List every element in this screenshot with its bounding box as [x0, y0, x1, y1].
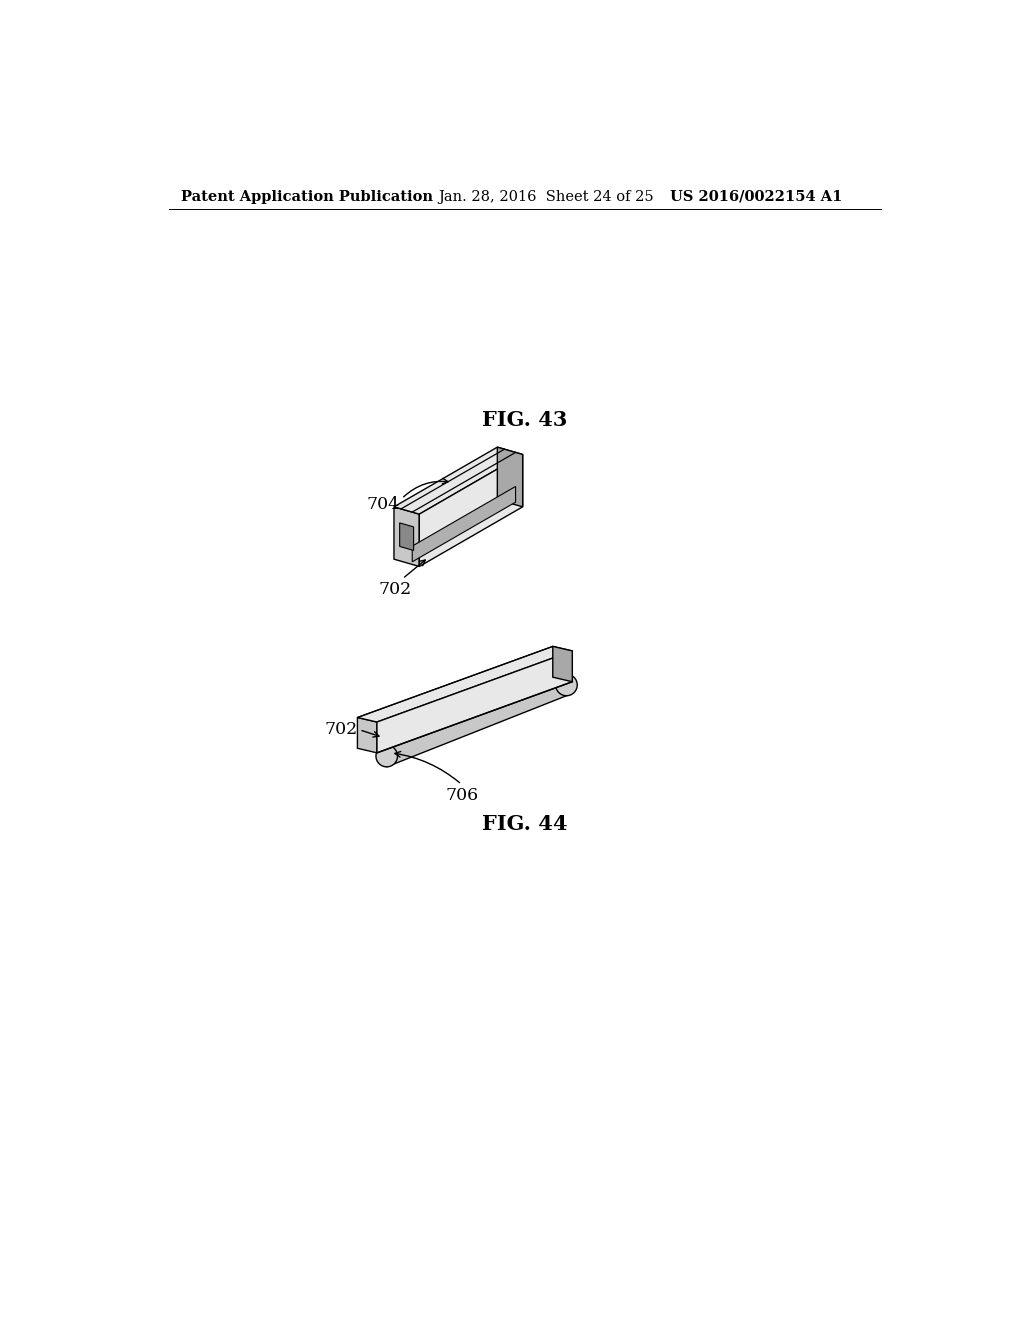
Polygon shape	[387, 675, 566, 767]
Text: 706: 706	[445, 787, 478, 804]
Polygon shape	[553, 647, 572, 681]
Text: Jan. 28, 2016  Sheet 24 of 25: Jan. 28, 2016 Sheet 24 of 25	[438, 190, 654, 203]
Text: 704: 704	[367, 496, 400, 513]
Polygon shape	[394, 507, 419, 566]
Polygon shape	[357, 718, 377, 752]
Polygon shape	[377, 651, 572, 752]
Text: FIG. 44: FIG. 44	[482, 814, 567, 834]
Text: 702: 702	[378, 581, 412, 598]
Text: Patent Application Publication: Patent Application Publication	[180, 190, 432, 203]
Polygon shape	[419, 454, 522, 566]
Polygon shape	[394, 447, 522, 515]
Text: 702: 702	[325, 721, 357, 738]
Polygon shape	[399, 523, 414, 550]
Text: US 2016/0022154 A1: US 2016/0022154 A1	[670, 190, 842, 203]
Ellipse shape	[556, 675, 578, 696]
Polygon shape	[413, 487, 515, 562]
Polygon shape	[357, 647, 572, 722]
Ellipse shape	[376, 746, 397, 767]
Text: FIG. 43: FIG. 43	[482, 411, 567, 430]
Polygon shape	[498, 447, 522, 507]
